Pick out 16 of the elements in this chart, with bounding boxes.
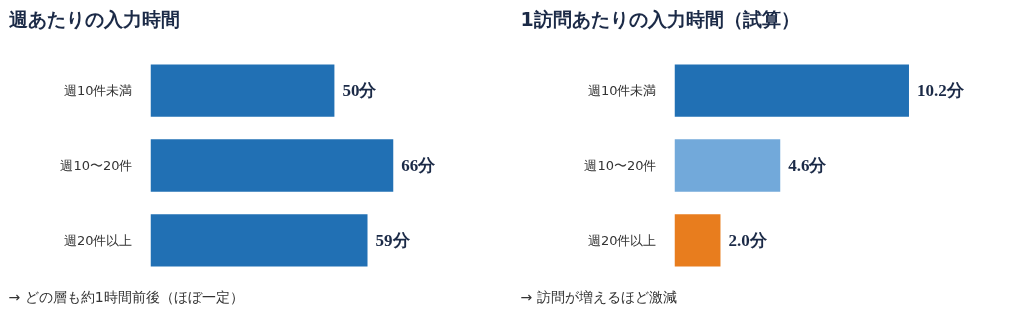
data-label: 66分	[401, 155, 437, 175]
data-label: 4.6分	[788, 155, 828, 175]
text: → 訪問が増えるほど激減	[520, 288, 677, 305]
y-tick-label: 週10件未満	[63, 83, 133, 99]
y-tick-label: 週20件以上	[587, 232, 657, 248]
chart-title: 1訪問あたりの入力時間（試算）	[520, 7, 800, 30]
data-label: 59分	[375, 230, 411, 250]
data-label: 2.0分	[728, 230, 768, 250]
chart-title: 週あたりの入力時間	[7, 7, 180, 30]
data-label: 10.2分	[916, 81, 965, 101]
y-tick-label: 週10〜20件	[60, 157, 133, 173]
text: → どの層も約1時間前後（ほぼ一定）	[8, 288, 244, 305]
y-tick-label: 週10〜20件	[584, 157, 657, 173]
y-tick-label: 週10件未満	[587, 83, 657, 99]
y-tick-label: 週20件以上	[63, 232, 133, 248]
data-label: 50分	[342, 81, 378, 101]
